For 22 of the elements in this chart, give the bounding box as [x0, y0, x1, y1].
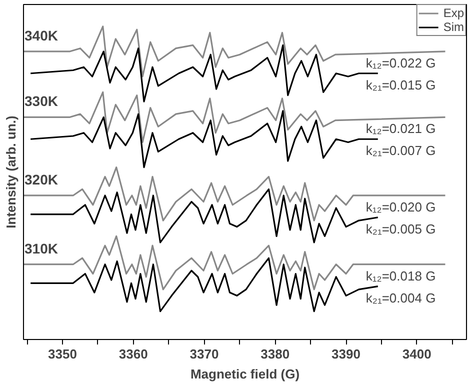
legend-label: Exp: [443, 6, 464, 20]
x-tick-label: 3400: [402, 346, 432, 362]
x-tick-label: 3360: [118, 346, 148, 362]
annotation: k₂₁=0.004 G: [366, 290, 436, 306]
legend-label: Sim: [443, 20, 464, 34]
annotation: k₂₁=0.007 G: [366, 143, 436, 158]
x-tick-label: 3390: [332, 346, 360, 362]
annotation: 330K: [24, 93, 58, 110]
annotation: k₁₂=0.022 G: [366, 55, 436, 70]
annotation: k₁₂=0.018 G: [366, 268, 436, 284]
x-tick-label: 3370: [190, 346, 219, 362]
annotation: 320K: [24, 171, 58, 188]
annotation: k₁₂=0.020 G: [366, 199, 436, 214]
x-tick-label: 3380: [260, 346, 290, 362]
annotation: k₂₁=0.005 G: [366, 221, 436, 236]
y-axis-title: Intensity (arb. un.): [4, 116, 18, 228]
annotation: k₁₂=0.021 G: [366, 121, 436, 136]
annotation: 310K: [24, 240, 58, 256]
x-axis-title: Magnetic field (G): [190, 366, 300, 382]
annotation: k₂₁=0.015 G: [366, 77, 436, 92]
x-tick-label: 3350: [48, 346, 77, 362]
annotation: 340K: [24, 27, 58, 44]
